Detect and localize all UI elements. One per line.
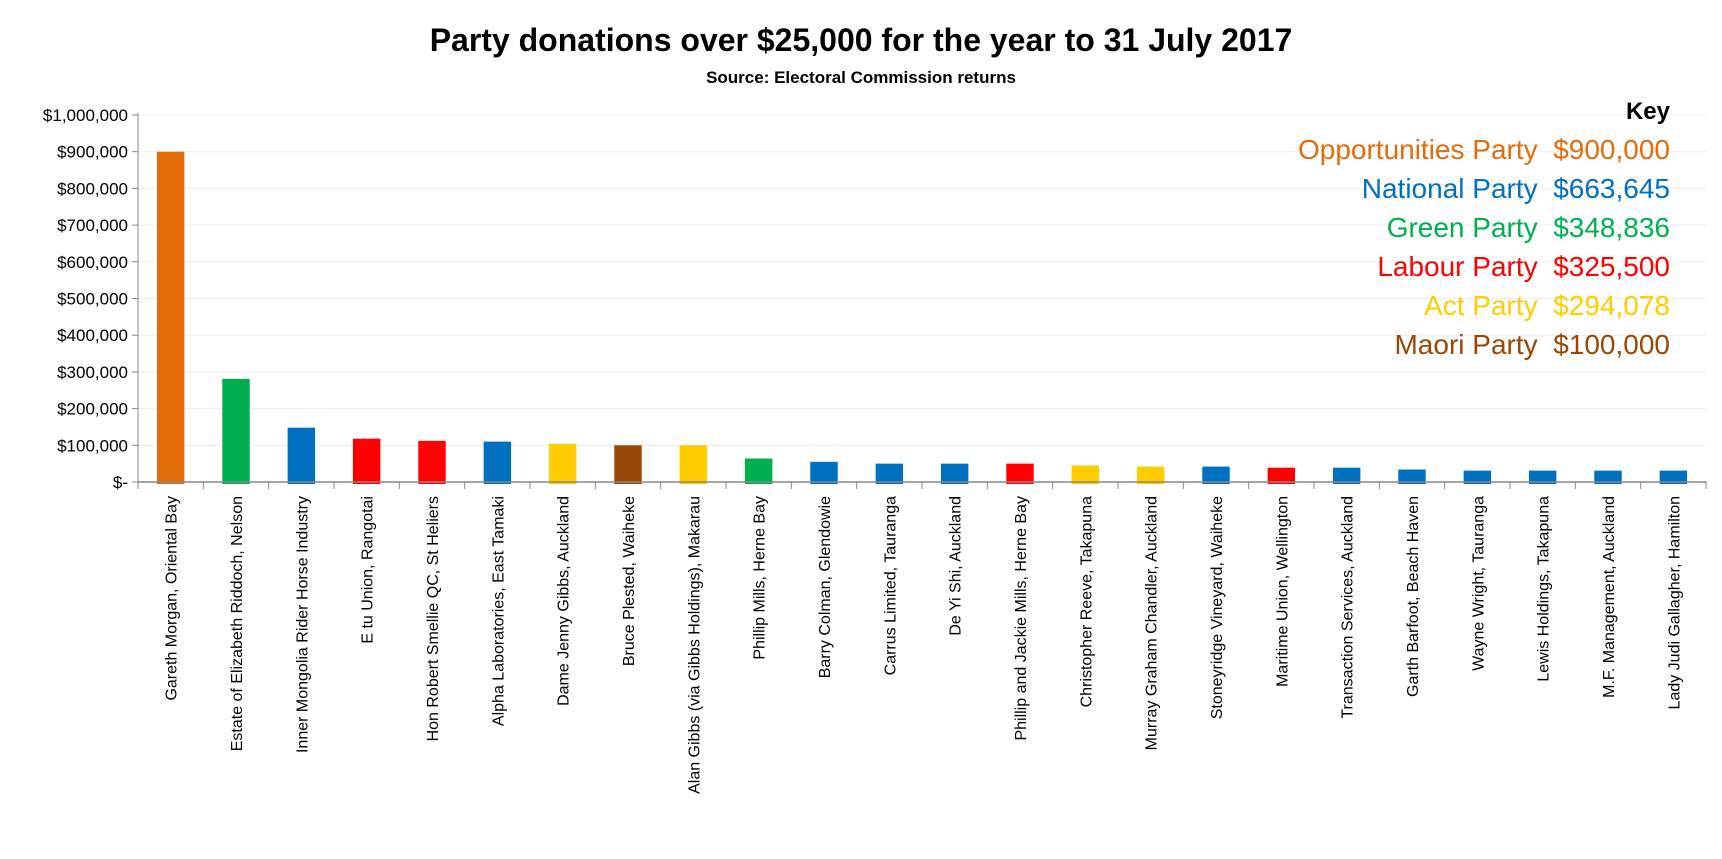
bar [1006, 463, 1034, 484]
legend-spacer [1538, 329, 1554, 360]
legend-entry: Opportunities Party $900,000 [1298, 130, 1670, 169]
x-tick-label: Estate of Elizabeth Riddoch, Nelson [229, 496, 246, 751]
y-tick-label: $- [113, 473, 128, 492]
y-tick-label: $500,000 [57, 290, 128, 309]
bar [679, 445, 708, 484]
legend-label: Maori Party [1394, 329, 1538, 360]
bar [614, 445, 642, 484]
x-tick-label: Murray Graham Chandler, Auckland [1144, 496, 1161, 750]
legend-total: $100,000 [1553, 329, 1670, 360]
x-tick-label: M.F. Management, Auckland [1601, 496, 1618, 698]
bar [1267, 467, 1296, 484]
bar [418, 440, 446, 484]
bar [1528, 470, 1557, 484]
legend-spacer [1538, 251, 1554, 282]
legend-label: Green Party [1386, 212, 1538, 243]
chart-subtitle: Source: Electoral Commission returns [706, 68, 1016, 87]
legend-label: Act Party [1424, 290, 1538, 321]
legend-label: Labour Party [1377, 251, 1538, 282]
x-tick-label: Hon Robert Smellie QC, St Heliers [425, 496, 442, 741]
bar [352, 438, 381, 484]
bar [1659, 470, 1688, 484]
legend-spacer [1538, 212, 1554, 243]
bar [1463, 470, 1492, 484]
x-tick-label: Christopher Reeve, Takapuna [1078, 496, 1095, 707]
bar [1136, 466, 1165, 484]
y-tick-label: $100,000 [57, 436, 128, 455]
chart-title: Party donations over $25,000 for the yea… [429, 22, 1293, 58]
y-tick-label: $400,000 [57, 326, 128, 345]
legend-total: $294,078 [1553, 290, 1670, 321]
legend-entry: Maori Party $100,000 [1298, 325, 1670, 364]
bar [156, 151, 185, 484]
legend-label: Opportunities Party [1297, 134, 1538, 165]
y-tick-label: $800,000 [57, 179, 128, 198]
x-tick-label: De Yi Shi, Auckland [948, 496, 965, 636]
bar [1202, 466, 1230, 484]
legend-total: $663,645 [1553, 173, 1670, 204]
x-tick-label: Bruce Plested, Waiheke [621, 496, 638, 666]
x-tick-label: Dame Jenny Gibbs, Auckland [556, 496, 573, 706]
x-tick-label: Garth Barfoot, Beach Haven [1405, 496, 1422, 697]
legend-total: $900,000 [1553, 134, 1670, 165]
bar [483, 441, 512, 484]
y-tick-label: $900,000 [57, 143, 128, 162]
legend-entry: National Party $663,645 [1298, 169, 1670, 208]
bar [810, 461, 838, 484]
x-tick-label: Phillip Mills, Herne Bay [752, 496, 769, 660]
bar [548, 443, 577, 484]
bar [1332, 467, 1361, 484]
y-tick-label: $1,000,000 [43, 106, 128, 125]
bar [744, 458, 773, 484]
legend-entry: Green Party $348,836 [1298, 208, 1670, 247]
x-tick-label: E tu Union, Rangotai [360, 496, 377, 644]
x-tick-label: Stoneyridge Vineyard, Waiheke [1209, 496, 1226, 719]
legend: Key Opportunities Party $900,000 National… [1298, 98, 1670, 364]
legend-entry: Labour Party $325,500 [1298, 247, 1670, 286]
y-tick-label: $600,000 [57, 253, 128, 272]
x-tick-label: Wayne Wright, Tauranga [1470, 496, 1487, 671]
legend-spacer [1538, 134, 1554, 165]
x-tick-label: Carrus Limited, Tauranga [882, 496, 899, 675]
legend-spacer [1538, 173, 1554, 204]
x-tick-label: Maritime Union, Wellington [1274, 496, 1291, 687]
x-tick-label: Alan Gibbs (via Gibbs Holdings), Makarau [686, 496, 703, 794]
bar [940, 463, 969, 484]
bar [1398, 469, 1426, 484]
x-tick-label: Lewis Holdings, Takapuna [1536, 496, 1553, 682]
legend-entry: Act Party $294,078 [1298, 286, 1670, 325]
bar [1071, 465, 1100, 484]
legend-title: Key [1625, 98, 1670, 125]
legend-label: National Party [1361, 173, 1538, 204]
y-tick-label: $200,000 [57, 400, 128, 419]
x-tick-label: Gareth Morgan, Oriental Bay [164, 496, 181, 701]
x-tick-label: Barry Colman, Glendowie [817, 496, 834, 678]
x-tick-label: Lady Judi Gallagher, Hamilton [1666, 496, 1683, 709]
x-tick-label: Phillip and Jackie Mills, Herne Bay [1013, 496, 1030, 741]
legend-total: $348,836 [1553, 212, 1670, 243]
bar [1594, 470, 1622, 484]
x-tick-label: Alpha Laboratories, East Tamaki [490, 496, 507, 726]
bar [875, 463, 904, 484]
y-tick-label: $300,000 [57, 363, 128, 382]
x-tick-label: Transaction Services, Auckland [1340, 496, 1357, 719]
bar [287, 427, 316, 484]
legend-total: $325,500 [1553, 251, 1670, 282]
bar [222, 378, 250, 484]
legend-spacer [1538, 290, 1554, 321]
y-tick-label: $700,000 [57, 216, 128, 235]
x-tick-label: Inner Mongolia Rider Horse Industry [294, 496, 311, 753]
